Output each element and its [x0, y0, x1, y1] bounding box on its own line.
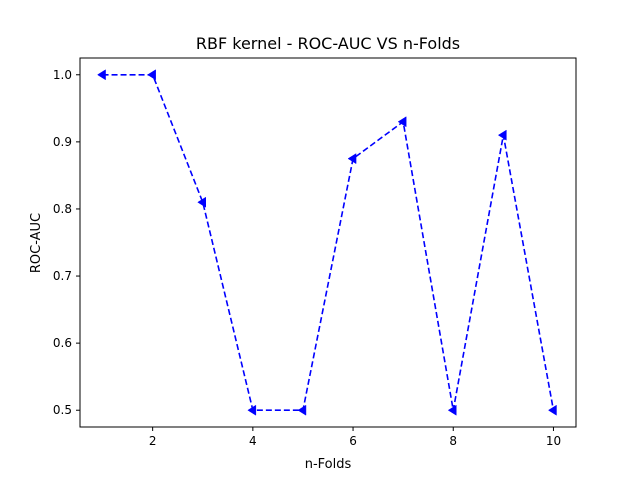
x-tick-label: 6 [349, 434, 357, 448]
x-axis-ticks: 2 4 6 8 10 [149, 427, 561, 448]
data-point-marker [497, 129, 507, 141]
y-tick-label: 0.9 [53, 135, 72, 149]
data-point-marker [397, 116, 407, 128]
chart-title: RBF kernel - ROC-AUC VS n-Folds [196, 34, 460, 53]
y-axis-label: ROC-AUC [29, 213, 44, 273]
y-axis-ticks: 0.5 0.6 0.7 0.8 0.9 1.0 [53, 68, 80, 417]
x-axis-label: n-Folds [305, 457, 352, 472]
x-tick-label: 10 [546, 434, 561, 448]
x-tick-label: 4 [249, 434, 257, 448]
data-point-marker [147, 69, 156, 81]
series-markers [97, 69, 557, 416]
y-tick-label: 1.0 [53, 68, 72, 82]
data-point-marker [347, 153, 357, 165]
data-point-marker [547, 404, 557, 416]
x-tick-label: 2 [149, 434, 157, 448]
y-tick-label: 0.5 [53, 403, 72, 417]
y-tick-label: 0.6 [53, 336, 72, 350]
x-tick-label: 8 [449, 434, 457, 448]
plot-area-frame [79, 57, 577, 428]
data-point-marker [197, 196, 206, 208]
data-point-marker [447, 404, 457, 416]
data-point-marker [297, 404, 307, 416]
series-line [102, 73, 555, 412]
y-tick-label: 0.7 [53, 269, 72, 283]
data-point-marker [97, 69, 106, 81]
y-tick-label: 0.8 [53, 202, 72, 216]
data-point-marker [247, 404, 257, 416]
